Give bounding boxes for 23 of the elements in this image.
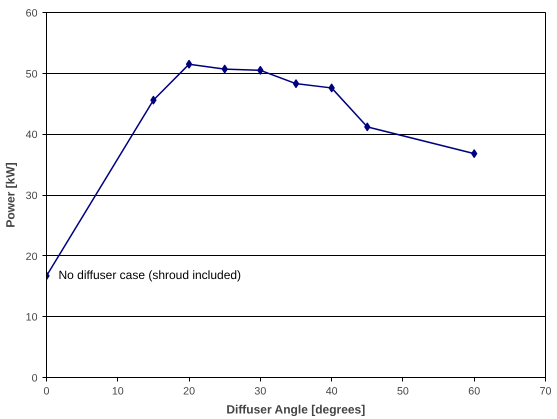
annotation: No diffuser case (shroud included): [58, 268, 242, 282]
y-tick-label: 10: [26, 312, 38, 324]
y-tick-label: 50: [26, 68, 38, 80]
x-tick-label: 30: [254, 386, 266, 398]
point: [186, 60, 192, 69]
y-tick-label: 20: [26, 250, 38, 263]
x-tick-label: 10: [112, 386, 124, 398]
x-tick-label: 20: [183, 386, 196, 398]
y-axis-title: Power [kW]: [4, 162, 18, 228]
x-tick-label: 40: [326, 386, 338, 398]
y-tick-label: 40: [26, 129, 38, 142]
y-tick-label: 60: [26, 8, 38, 20]
point: [150, 96, 157, 105]
x-tick-label: 70: [540, 386, 552, 398]
y-tick-label: 0: [32, 372, 38, 384]
x-tick-label: 50: [397, 386, 409, 398]
x-axis-title: Diffuser Angle [degrees]: [226, 402, 366, 416]
point: [328, 83, 335, 92]
point: [257, 66, 264, 75]
x-tick-label: 0: [44, 386, 50, 398]
y-tick-label: 30: [26, 190, 38, 202]
x-tick-label: 60: [468, 386, 480, 398]
point: [292, 79, 300, 88]
